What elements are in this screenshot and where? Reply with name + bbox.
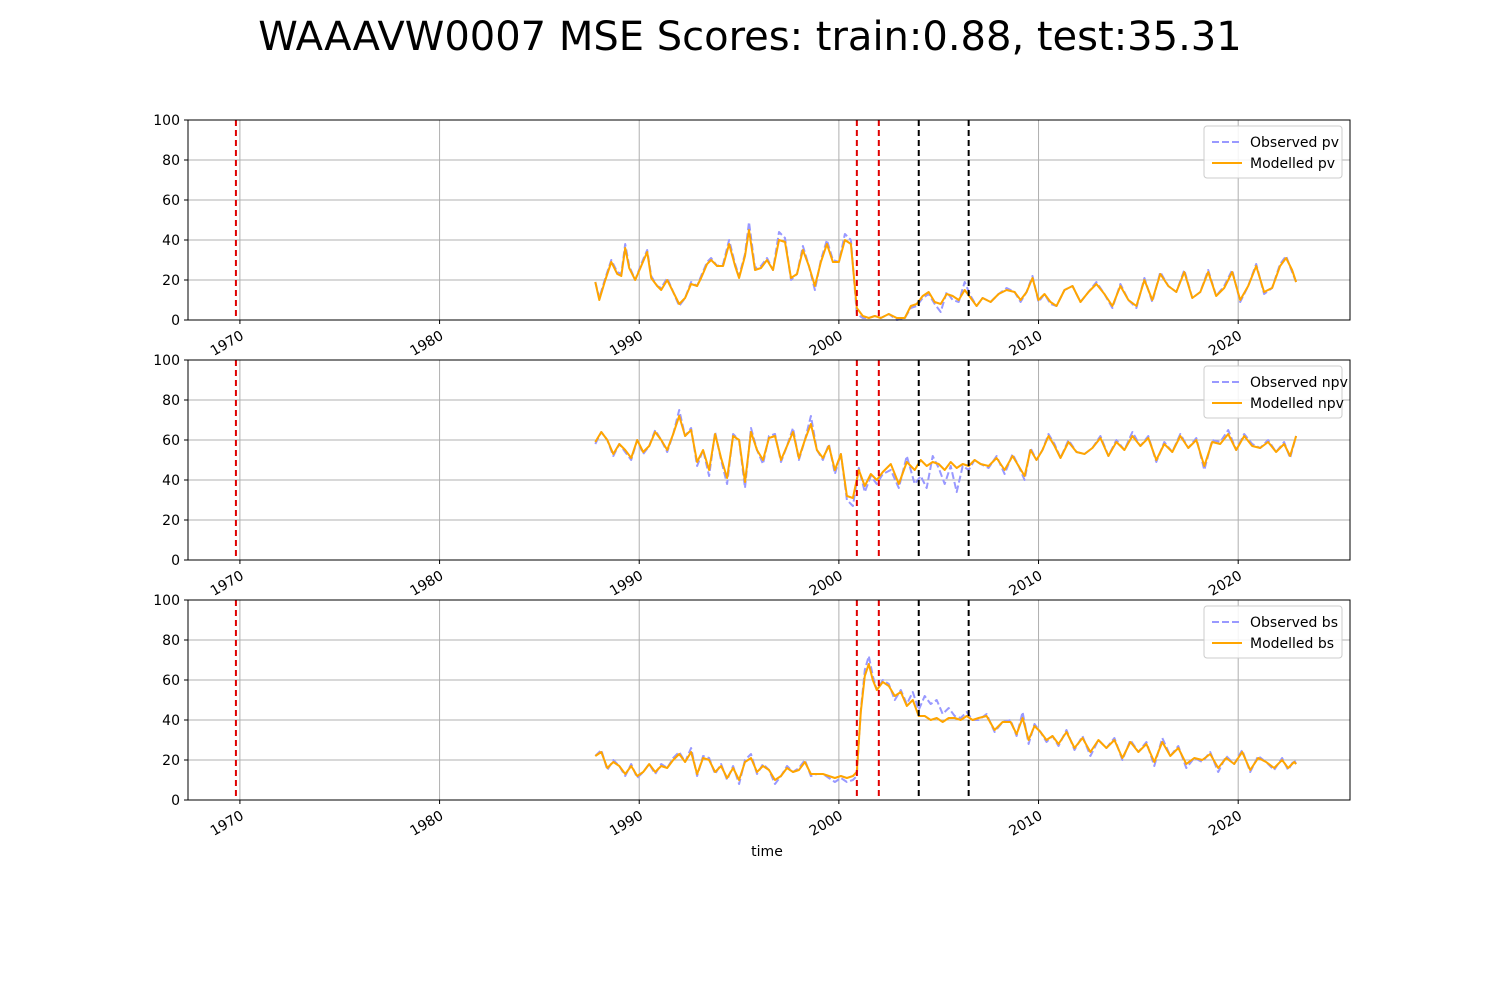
x-tick-label: 1970 — [208, 328, 247, 360]
modelled-series-line — [594, 415, 1298, 499]
x-tick-label: 2000 — [807, 568, 846, 600]
y-tick-label: 60 — [162, 433, 180, 449]
y-tick-label: 80 — [162, 393, 180, 409]
y-tick-label: 100 — [153, 113, 180, 129]
y-tick-label: 100 — [153, 353, 180, 369]
modelled-series-line — [594, 663, 1297, 781]
x-tick-label: 1990 — [607, 568, 646, 600]
observed-series-line — [594, 221, 1298, 321]
y-tick-label: 40 — [162, 713, 180, 729]
axes-frame — [187, 359, 1351, 561]
legend-label: Modelled npv — [1250, 396, 1344, 412]
x-tick-label: 2020 — [1206, 808, 1245, 840]
legend-box — [1203, 605, 1343, 659]
x-tick-label: 1970 — [208, 568, 247, 600]
y-tick-label: 20 — [162, 513, 180, 529]
y-tick-label: 20 — [162, 273, 180, 289]
axes-frame — [187, 119, 1351, 321]
y-tick-label: 100 — [153, 593, 180, 609]
y-tick-label: 0 — [171, 313, 180, 329]
x-tick-label: 2010 — [1006, 568, 1045, 600]
x-tick-label: 2000 — [807, 808, 846, 840]
legend-label: Modelled bs — [1250, 636, 1334, 652]
figure-title: WAAAVW0007 MSE Scores: train:0.88, test:… — [258, 14, 1242, 60]
y-tick-label: 40 — [162, 473, 180, 489]
x-tick-label: 2020 — [1206, 568, 1245, 600]
x-tick-label: 1990 — [607, 328, 646, 360]
modelled-series-line — [594, 229, 1298, 319]
y-tick-label: 80 — [162, 633, 180, 649]
y-tick-label: 80 — [162, 153, 180, 169]
x-tick-label: 1980 — [407, 568, 446, 600]
x-tick-label: 2020 — [1206, 328, 1245, 360]
legend-box — [1203, 365, 1343, 419]
x-tick-label: 1970 — [208, 808, 247, 840]
y-tick-label: 40 — [162, 233, 180, 249]
y-tick-label: 60 — [162, 673, 180, 689]
y-tick-label: 60 — [162, 193, 180, 209]
legend-label: Observed npv — [1250, 375, 1348, 391]
observed-series-line — [594, 409, 1298, 507]
x-tick-label: 2000 — [807, 328, 846, 360]
legend-label: Observed pv — [1250, 135, 1339, 151]
subplot-bs: 0 20 40 60 80 100 1970 1980 1990 2000 2010 2020 time… — [153, 593, 1351, 860]
legend-label: Modelled pv — [1250, 156, 1335, 172]
axes-frame — [187, 599, 1351, 801]
subplot-pv: 0 20 40 60 80 100 1970 1980 1990 2000 2010 2020 Obse… — [153, 113, 1351, 360]
x-tick-label: 1980 — [407, 328, 446, 360]
legend-box — [1203, 125, 1343, 179]
x-tick-label: 2010 — [1006, 808, 1045, 840]
x-axis-label: time — [751, 844, 783, 860]
x-tick-label: 2010 — [1006, 328, 1045, 360]
subplot-npv: 0 20 40 60 80 100 1970 1980 1990 2000 2010 2020 Obse… — [153, 353, 1351, 600]
y-tick-label: 0 — [171, 793, 180, 809]
x-tick-label: 1990 — [607, 808, 646, 840]
y-tick-label: 0 — [171, 553, 180, 569]
y-tick-label: 20 — [162, 753, 180, 769]
x-tick-label: 1980 — [407, 808, 446, 840]
legend-label: Observed bs — [1250, 615, 1338, 631]
